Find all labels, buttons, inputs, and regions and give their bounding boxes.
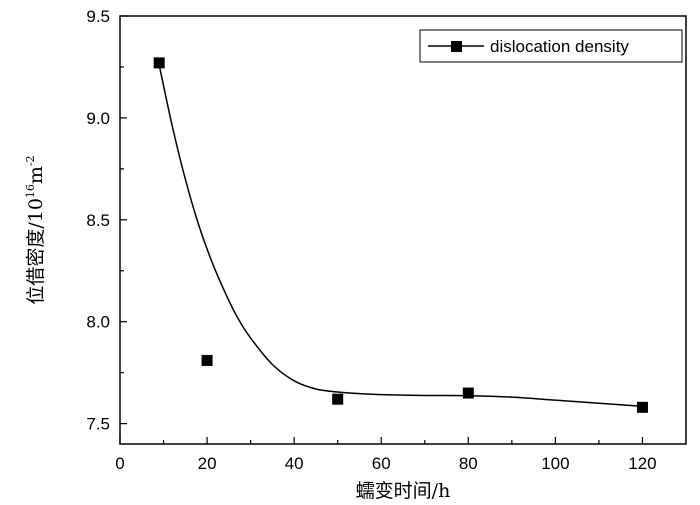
x-tick-label: 20 [198,454,217,473]
y-axis-title: 位借密度/1016m-2 [24,155,47,304]
y-tick-label: 9.5 [86,7,110,26]
x-tick-label: 60 [372,454,391,473]
legend-marker [451,41,462,52]
y-axis-title-exp1: 16 [24,184,37,198]
y-tick-label: 8.5 [86,211,110,230]
y-axis-title-unit: m [25,166,47,184]
data-point [636,401,648,413]
fit-curve [158,64,643,408]
y-tick-label: 7.5 [86,415,110,434]
data-point [462,387,474,399]
axis-tick-labels: 0 20 40 60 80 100 120 7.5 8.0 8.5 9.0 9.5 [86,7,656,473]
x-tick-label: 120 [628,454,656,473]
data-point [332,393,344,405]
y-tick-label: 8.0 [86,313,110,332]
data-markers [153,57,648,413]
plot-frame [119,15,687,445]
axis-ticks [119,15,644,444]
x-tick-label: 0 [115,454,124,473]
y-tick-label: 9.0 [86,109,110,128]
y-axis-title-exp2: -2 [24,155,37,166]
x-tick-label: 100 [541,454,569,473]
x-tick-label: 40 [285,454,304,473]
x-tick-label: 80 [459,454,478,473]
legend-label: dislocation density [490,37,629,56]
legend: dislocation density [419,29,683,63]
x-axis-title: 蠕变时间/h [356,480,451,502]
data-point [153,57,165,69]
y-axis-title-main: 位借密度/10 [25,198,47,305]
data-point [201,354,213,366]
